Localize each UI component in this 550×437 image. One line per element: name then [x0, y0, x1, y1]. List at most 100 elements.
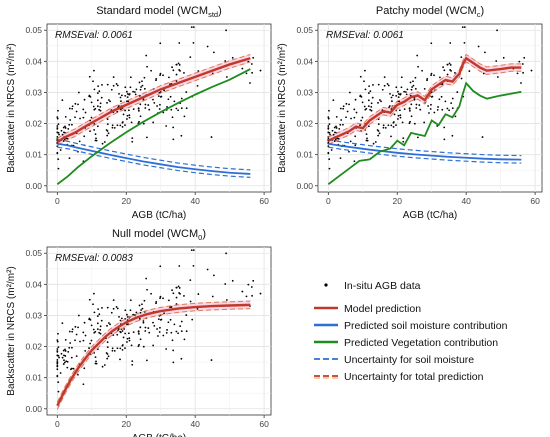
data-point	[90, 116, 93, 119]
data-point	[388, 106, 390, 109]
legend-item: Predicted soil moisture contribution	[314, 320, 508, 332]
data-point	[94, 133, 97, 136]
data-point	[145, 136, 148, 139]
data-point	[62, 363, 65, 365]
data-point	[518, 60, 521, 63]
data-point	[126, 93, 129, 95]
soil-moisture-line	[328, 142, 522, 161]
y-tick-label: 0.00	[25, 181, 42, 191]
data-point	[171, 66, 173, 69]
data-point	[133, 91, 136, 93]
data-point	[355, 111, 358, 114]
data-point	[83, 367, 86, 370]
data-point	[241, 67, 244, 70]
data-point	[146, 65, 148, 68]
data-point	[372, 142, 375, 145]
data-point	[119, 347, 122, 350]
data-point	[63, 359, 65, 362]
rmse-annotation: RMSEval: 0.0061	[55, 30, 133, 41]
data-point	[328, 123, 331, 125]
data-point	[334, 131, 336, 134]
y-tick-label: 0.03	[25, 87, 42, 97]
data-point	[413, 98, 416, 101]
data-point	[206, 45, 209, 48]
data-point	[345, 116, 347, 119]
data-point	[139, 88, 142, 91]
data-point	[138, 120, 140, 123]
data-point	[374, 141, 377, 143]
data-point	[82, 116, 85, 119]
data-point	[252, 279, 255, 282]
data-point	[106, 324, 108, 327]
data-point	[171, 339, 174, 342]
data-point	[112, 307, 115, 310]
data-point	[160, 95, 163, 98]
data-point	[159, 72, 162, 75]
vegetation-line	[56, 68, 251, 185]
data-point	[169, 306, 171, 309]
data-point	[411, 86, 414, 88]
data-point	[353, 116, 356, 119]
data-point	[169, 95, 172, 98]
data-point	[185, 330, 188, 333]
data-point	[446, 63, 449, 66]
data-point	[170, 108, 173, 111]
data-point	[138, 317, 141, 320]
data-point	[332, 99, 335, 102]
data-point	[98, 90, 101, 93]
panel-title-end: )	[218, 5, 222, 17]
data-point	[521, 63, 524, 65]
data-point	[129, 309, 132, 312]
data-point	[88, 317, 91, 320]
data-point	[177, 332, 180, 335]
data-point	[134, 93, 137, 96]
data-point	[131, 363, 134, 366]
data-point	[378, 132, 381, 135]
data-point	[138, 81, 141, 84]
data-point	[63, 131, 65, 134]
data-point	[178, 64, 181, 66]
data-point	[129, 299, 132, 302]
data-point	[58, 133, 60, 136]
data-point	[56, 361, 59, 364]
data-point	[247, 283, 250, 286]
data-point	[165, 125, 168, 127]
data-point	[431, 95, 434, 98]
data-point	[338, 127, 341, 130]
data-point	[367, 125, 370, 128]
data-point	[346, 110, 349, 113]
panel-title-main: Standard model (WCM	[96, 5, 208, 17]
data-point	[395, 86, 398, 89]
data-point	[119, 330, 122, 333]
data-point	[140, 86, 143, 88]
data-point	[107, 99, 110, 101]
y-tick-label: 0.02	[25, 119, 42, 129]
data-point	[172, 349, 175, 352]
data-point	[414, 76, 417, 79]
data-point	[463, 41, 466, 44]
data-point	[159, 265, 162, 268]
data-point	[144, 326, 147, 329]
data-point	[126, 96, 129, 99]
x-axis-label: AGB (tC/ha)	[132, 210, 186, 221]
data-point	[231, 279, 234, 282]
data-point	[370, 109, 373, 112]
y-tick-label: 0.01	[25, 150, 42, 160]
data-point	[159, 103, 161, 106]
data-point	[121, 344, 124, 346]
data-point	[57, 390, 60, 393]
data-point	[328, 167, 331, 170]
data-point	[145, 54, 148, 57]
total-prediction-uncertainty	[328, 61, 522, 145]
x-tick-label: 60	[259, 196, 269, 206]
panel-title-main: Null model (WCM	[112, 228, 198, 240]
y-tick-label: 0.02	[25, 342, 42, 352]
data-point	[363, 105, 366, 108]
data-point	[79, 117, 81, 120]
data-point	[387, 124, 390, 127]
data-point	[95, 360, 97, 363]
data-point	[124, 309, 127, 312]
data-point	[139, 326, 142, 329]
data-point	[111, 124, 114, 127]
data-point	[419, 108, 422, 111]
